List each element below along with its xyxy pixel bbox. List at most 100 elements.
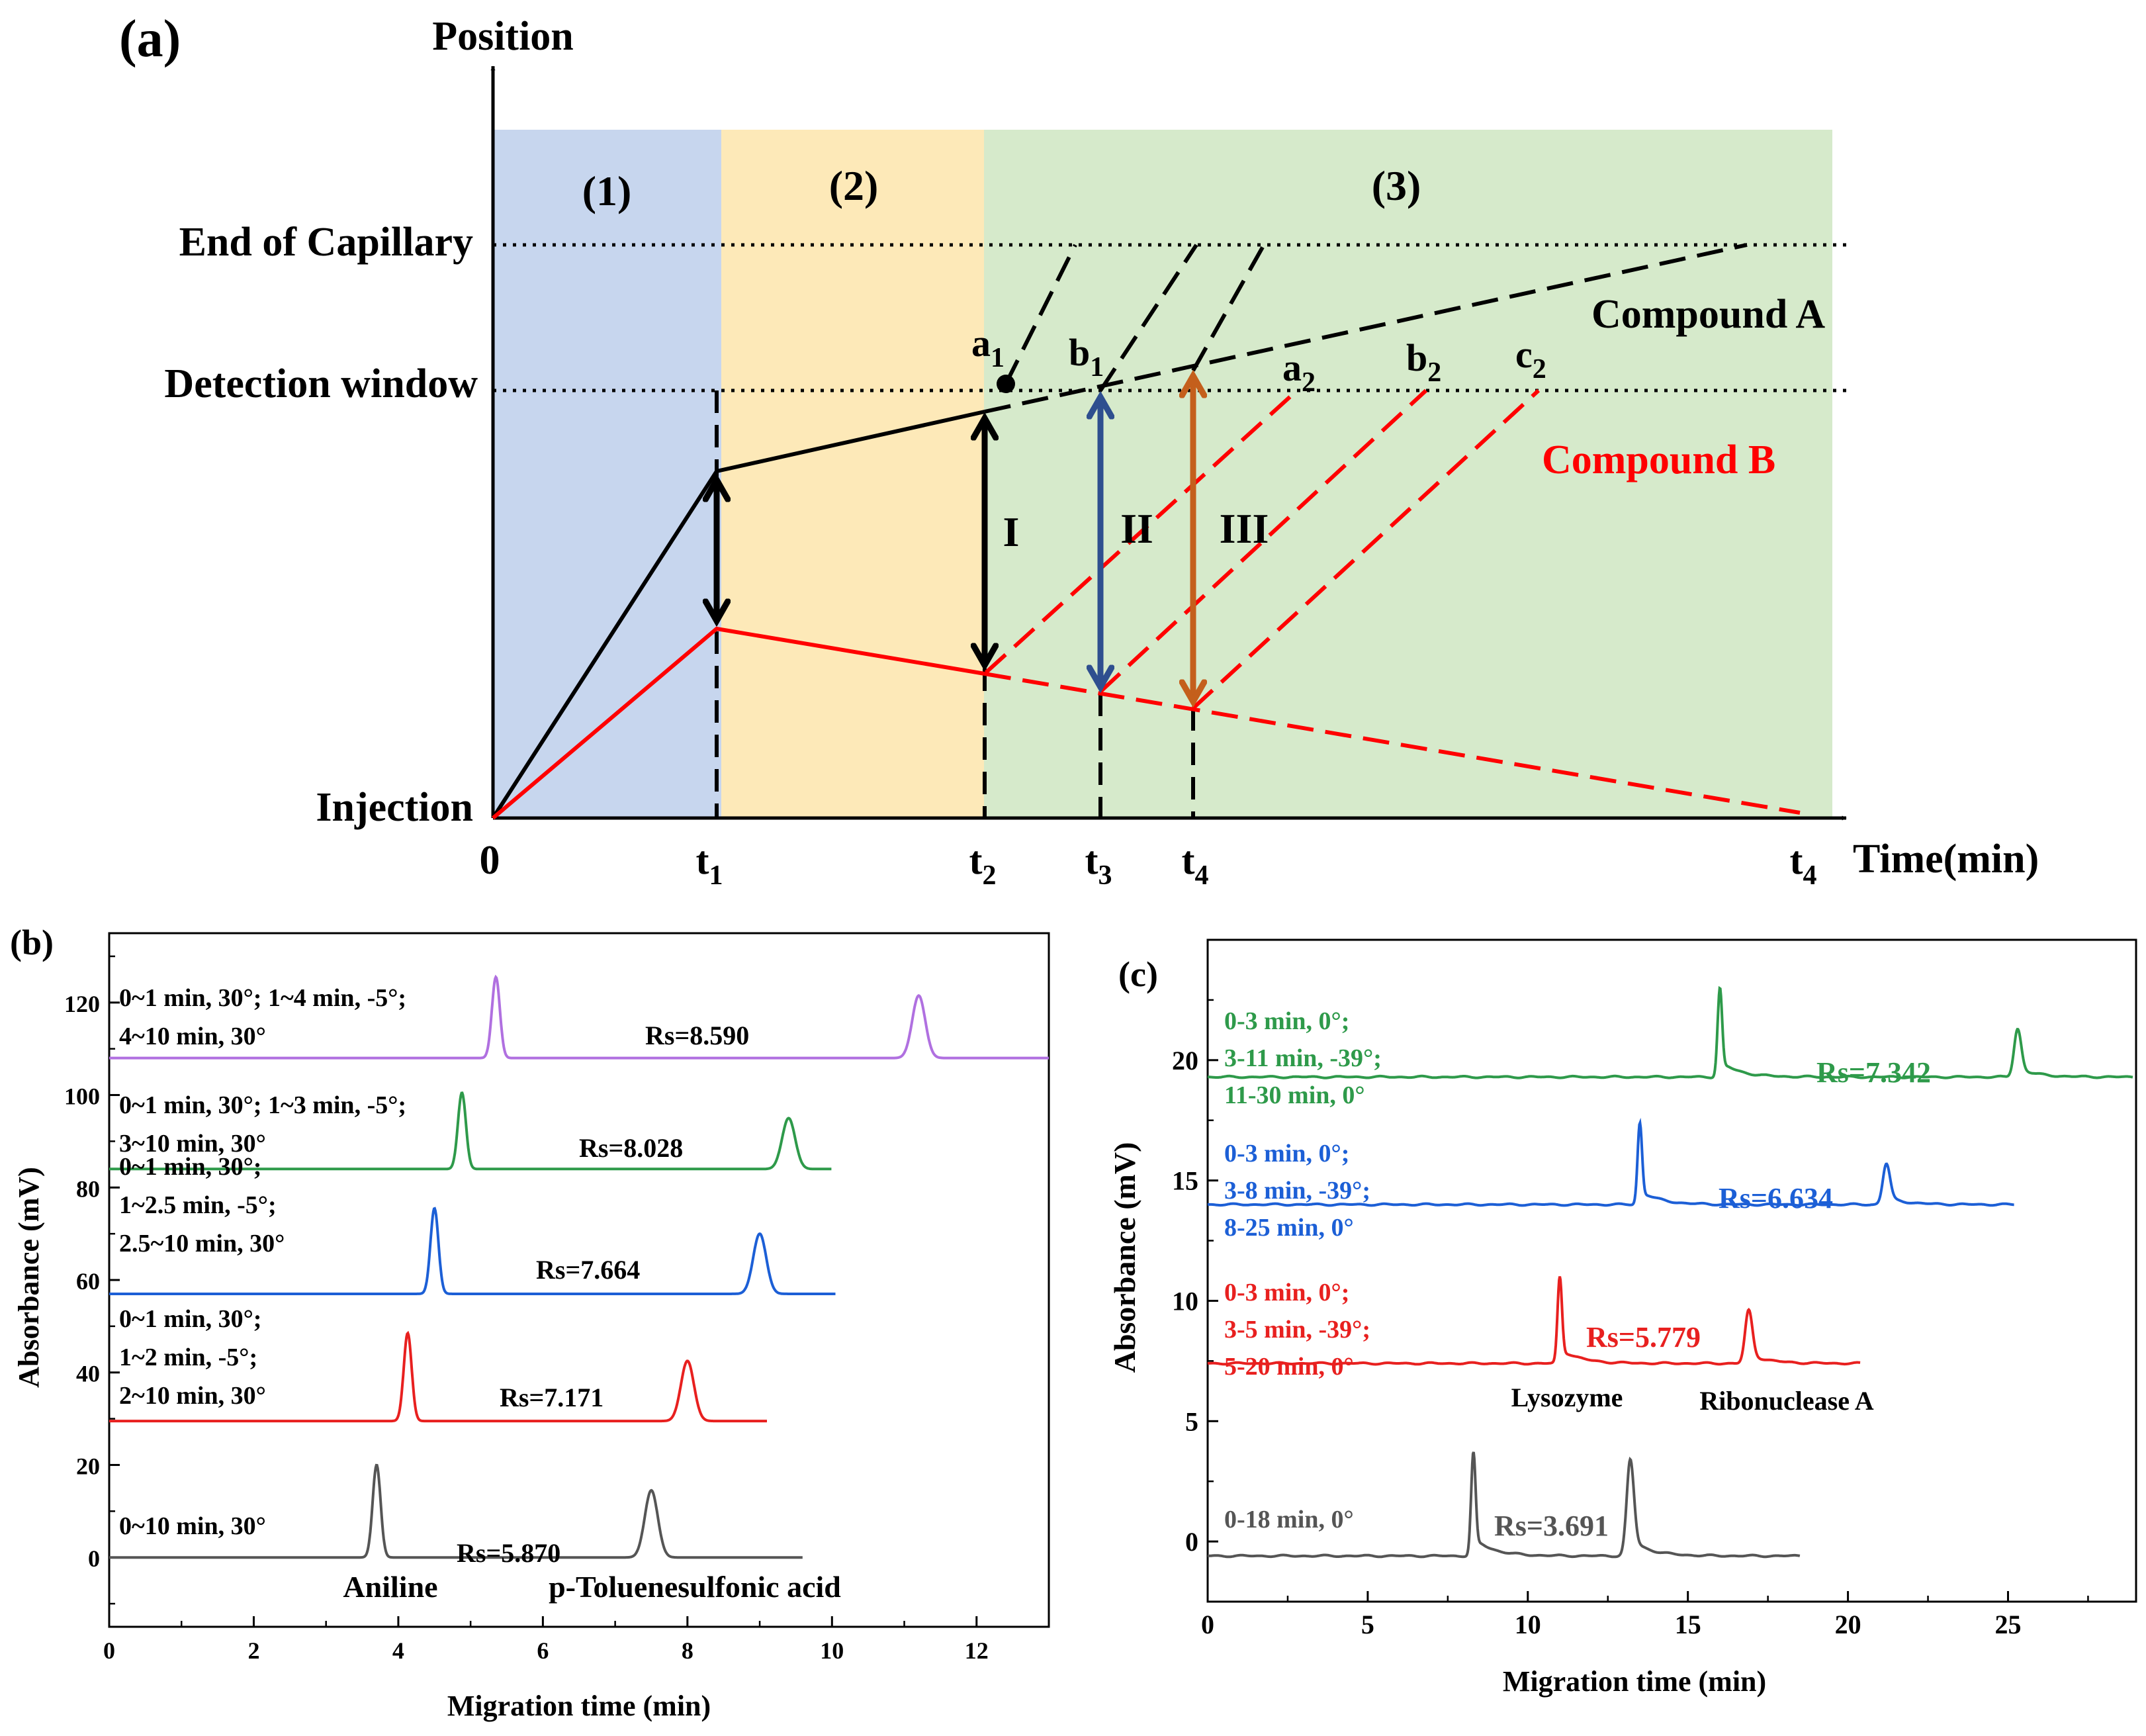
injection-label: Injection — [316, 785, 473, 830]
condition-label: 3-8 min, -39°; — [1224, 1177, 1370, 1205]
condition-label: 11-30 min, 0° — [1224, 1081, 1365, 1109]
compound-a-branch-3 — [1191, 244, 1266, 372]
time-axis-label: Time(min) — [1853, 837, 2039, 882]
condition-label: 0~10 min, 30° — [119, 1512, 266, 1540]
x-tick-label: 20 — [1835, 1610, 1861, 1639]
region-2-bg — [721, 130, 984, 818]
series-line-3 — [109, 1091, 832, 1171]
y-tick-label: 5 — [1185, 1406, 1198, 1436]
panel-b-series — [109, 974, 1049, 1559]
arrow-label-II: II — [1120, 505, 1153, 552]
compound-b-branch-3 — [1191, 388, 1541, 710]
condition-label: 2.5~10 min, 30° — [119, 1230, 285, 1257]
y-tick-label: 60 — [76, 1268, 100, 1295]
time-tick-t3: t3 — [1085, 839, 1112, 891]
condition-label: 0~1 min, 30°; — [119, 1305, 261, 1333]
y-tick-label: 100 — [64, 1083, 100, 1110]
rs-label: Rs=8.028 — [579, 1133, 683, 1163]
end-of-capillary-label: End of Capillary — [179, 220, 473, 265]
condition-label: 4~10 min, 30° — [119, 1023, 266, 1050]
x-tick-label: 10 — [820, 1637, 844, 1664]
panel-c: (c) 0 5 10 15 20 25 0 5 10 15 20 0-18 min, 0° Rs=3.… — [1108, 938, 2137, 1698]
x-tick-label: 0 — [103, 1637, 115, 1664]
condition-label: 1~2 min, -5°; — [119, 1344, 257, 1371]
panel-b-ylabel: Absorbance (mV) — [13, 1167, 45, 1388]
peak-label-aniline: Aniline — [343, 1570, 437, 1604]
x-tick-label: 10 — [1515, 1610, 1541, 1639]
x-tick-label: 15 — [1675, 1610, 1701, 1639]
region-label-1: (1) — [582, 167, 632, 214]
condition-label: 1~2.5 min, -5°; — [119, 1191, 277, 1219]
region-label-3: (3) — [1372, 162, 1421, 209]
peak-label-ribonuclease: Ribonuclease A — [1699, 1386, 1873, 1416]
x-tick-label: 8 — [682, 1637, 693, 1664]
series-line-2 — [109, 1207, 836, 1295]
condition-label: 8-25 min, 0° — [1224, 1214, 1354, 1242]
panel-a-label: (a) — [119, 10, 181, 68]
y-tick-label: 80 — [76, 1175, 100, 1202]
panel-b-xlabel: Migration time (min) — [447, 1690, 711, 1722]
condition-label: 3~10 min, 30° — [119, 1130, 266, 1158]
panel-a: (a) (1) (2) (3) Position Time(min) 0 End… — [119, 10, 2039, 891]
x-tick-label: 12 — [965, 1637, 989, 1664]
series-line-2 — [1207, 1117, 2014, 1207]
condition-label: 0-3 min, 0°; — [1224, 1279, 1349, 1306]
point-a1 — [997, 375, 1015, 393]
position-axis-label: Position — [432, 14, 574, 59]
compound-a-path — [491, 410, 985, 819]
point-label-b2: b2 — [1406, 336, 1441, 388]
compound-a-branch-1 — [1004, 244, 1077, 385]
rs-label: Rs=5.870 — [457, 1538, 560, 1568]
region-label-2: (2) — [829, 162, 879, 209]
time-tick-t2: t2 — [969, 839, 997, 891]
x-tick-label: 4 — [392, 1637, 404, 1664]
series-line-1 — [1207, 1276, 1861, 1366]
compound-b-label: Compound B — [1542, 437, 1775, 482]
rs-label: Rs=7.342 — [1816, 1056, 1931, 1089]
point-label-c2: c2 — [1515, 333, 1546, 385]
y-tick-label: 10 — [1172, 1286, 1198, 1316]
condition-label: 3-11 min, -39°; — [1224, 1044, 1382, 1072]
x-tick-label: 5 — [1361, 1610, 1374, 1639]
x-tick-label: 0 — [1201, 1610, 1214, 1639]
series-line-3 — [1208, 985, 2133, 1079]
peak-label-lysozyme: Lysozyme — [1511, 1383, 1623, 1412]
panel-c-ticks: 0 5 10 15 20 25 0 5 10 15 20 — [1172, 999, 2089, 1639]
detection-window-label: Detection window — [164, 361, 478, 406]
panel-c-label: (c) — [1118, 954, 1158, 994]
compound-a-branch-2 — [1098, 244, 1198, 392]
peak-label-toluenesulfonic: p-Toluenesulfonic acid — [549, 1570, 841, 1604]
panel-c-frame — [1206, 938, 2137, 1603]
condition-label: 3-5 min, -39°; — [1224, 1316, 1370, 1344]
panel-c-labels: 0-18 min, 0° Rs=3.691 0-3 min, 0°; 3-5 min,… — [1224, 1007, 1931, 1542]
compound-a-label: Compound A — [1591, 292, 1825, 337]
y-tick-label: 15 — [1172, 1166, 1198, 1196]
condition-label: 0-18 min, 0° — [1224, 1506, 1354, 1533]
x-tick-label: 2 — [247, 1637, 259, 1664]
rs-label: Rs=8.590 — [645, 1021, 749, 1050]
arrow-label-III: III — [1220, 505, 1269, 552]
time-tick-t1: t1 — [696, 839, 723, 891]
y-tick-label: 20 — [76, 1453, 100, 1479]
compound-b-branch-1 — [984, 388, 1299, 674]
y-tick-label: 0 — [1185, 1527, 1198, 1557]
rs-label: Rs=5.779 — [1586, 1321, 1701, 1353]
compound-a-extension — [984, 243, 1748, 414]
series-line-4 — [109, 974, 1049, 1060]
series-line-0 — [109, 1463, 803, 1559]
rs-label: Rs=6.634 — [1719, 1182, 1833, 1214]
time-tick-t4-end: t4 — [1790, 839, 1817, 891]
panel-c-series — [1207, 985, 2133, 1559]
y-tick-label: 40 — [76, 1361, 100, 1387]
x-tick-label: 6 — [537, 1637, 549, 1664]
rs-label: Rs=7.664 — [536, 1255, 640, 1285]
arrow-label-I: I — [1003, 508, 1020, 555]
condition-label: 2~10 min, 30° — [119, 1382, 266, 1410]
condition-label: 0-3 min, 0°; — [1224, 1140, 1349, 1167]
y-tick-label: 0 — [88, 1545, 100, 1572]
y-tick-label: 20 — [1172, 1046, 1198, 1075]
panel-c-xlabel: Migration time (min) — [1503, 1665, 1766, 1698]
